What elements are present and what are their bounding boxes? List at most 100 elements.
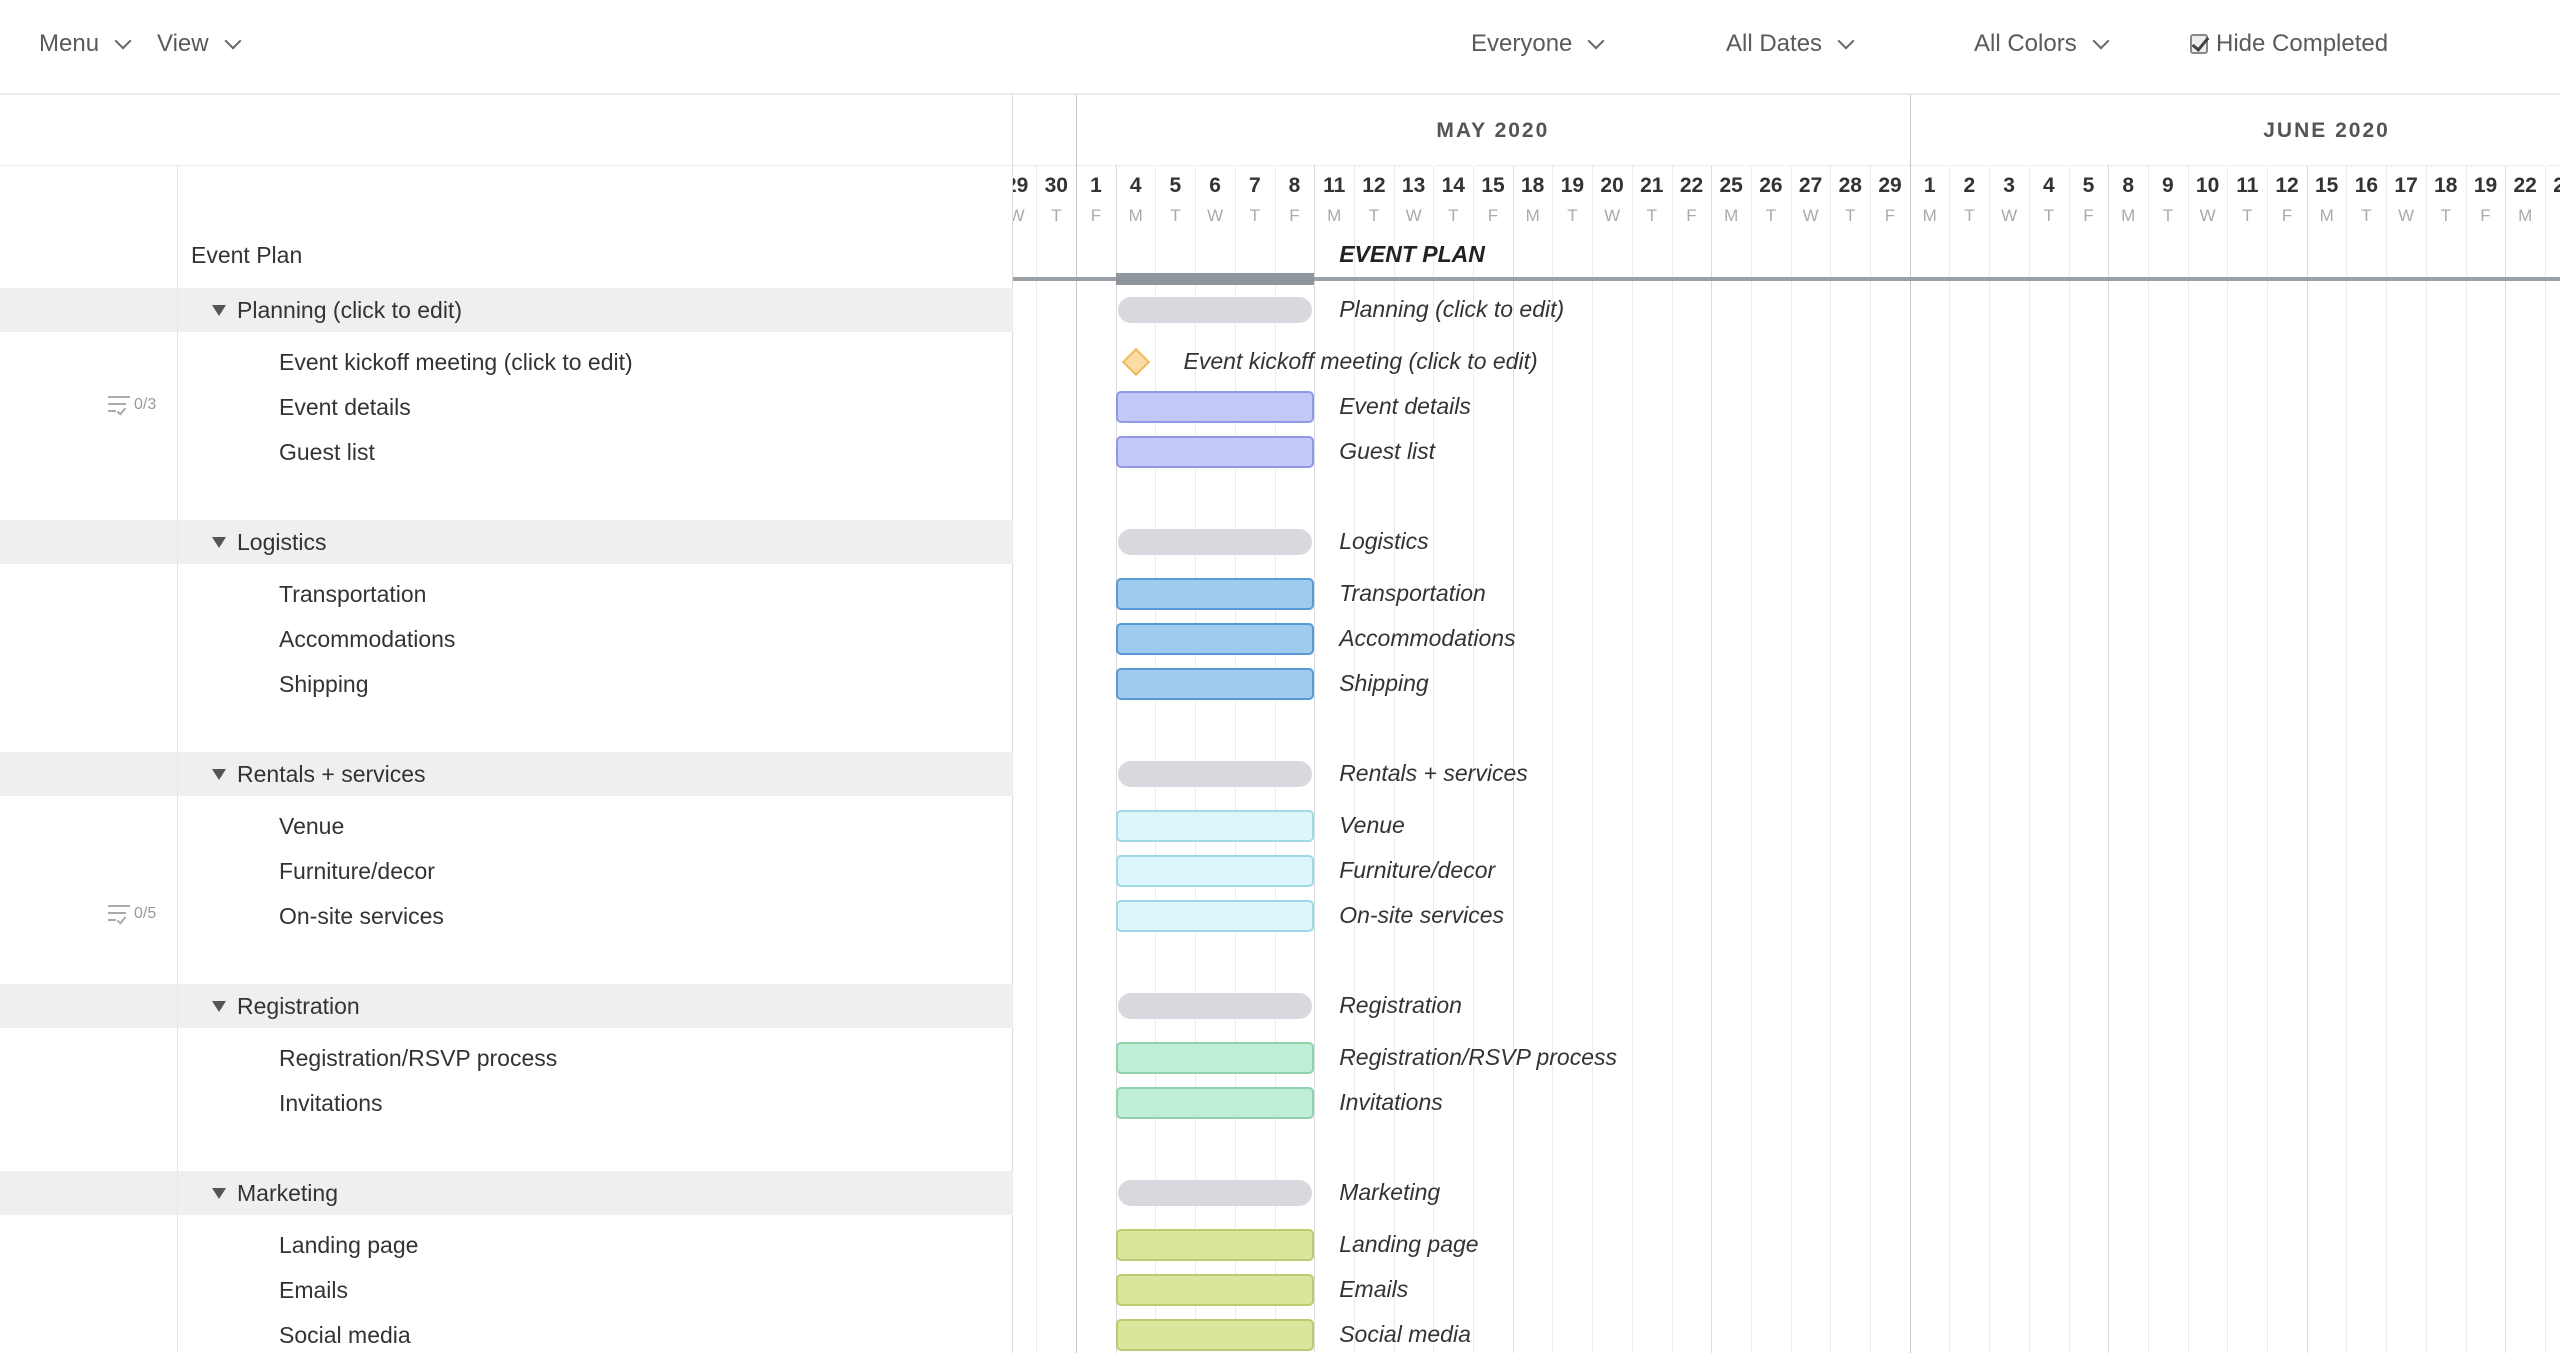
group-summary-bar[interactable] [1117,1180,1313,1206]
weekday-letter: F [1090,206,1102,225]
project-bar-label: EVENT PLAN [1339,241,1485,267]
group-row[interactable]: Registration [0,984,1013,1028]
task-bar[interactable] [1115,900,1315,932]
colors-filter[interactable]: All Colors [1974,30,2110,58]
group-row[interactable]: Marketing [0,1171,1013,1215]
group-summary-bar[interactable] [1117,529,1313,555]
project-row[interactable]: Event Plan [0,237,1013,273]
weekday-letter: T [1964,206,1975,225]
day-gridline [2068,165,2070,1353]
month-header-divider [1013,165,2560,166]
group-name: Planning (click to edit) [237,296,462,323]
task-bar[interactable] [1115,1319,1315,1351]
group-row[interactable]: Logistics [0,520,1013,564]
task-bar[interactable] [1115,623,1315,655]
day-number: 12 [1362,174,1386,197]
task-name: Event details [279,393,411,420]
weekday-letter: T [1249,206,1260,225]
task-row[interactable]: Event details 0/3 [0,389,1013,425]
task-bar[interactable] [1115,1087,1315,1119]
day-number: 15 [2315,174,2339,197]
task-bar[interactable] [1115,668,1315,700]
task-row[interactable]: Transportation [0,576,1013,612]
task-bar[interactable] [1115,391,1315,423]
dates-filter[interactable]: All Dates [1726,30,1855,58]
collapse-triangle-icon[interactable] [212,305,226,316]
group-summary-bar[interactable] [1117,297,1313,323]
day-gridline [1473,165,1474,1353]
day-gridline [1195,165,1197,1353]
task-row[interactable]: Social media [0,1317,1013,1353]
collapse-triangle-icon[interactable] [212,769,226,780]
day-number: 9 [2162,174,2174,197]
task-bar[interactable] [1115,436,1315,468]
task-bar-label: Venue [1339,812,1405,838]
menu-dropdown[interactable]: Menu [39,30,132,58]
day-number: 13 [1401,174,1426,197]
hide-completed-toggle[interactable]: Hide Completed [2190,30,2388,58]
weekday-letter: T [1051,206,1062,225]
task-row[interactable]: Emails [0,1272,1013,1308]
task-bar[interactable] [1115,810,1315,842]
weekday-letter: T [2440,206,2451,225]
group-summary-bar[interactable] [1117,993,1313,1019]
task-bar[interactable] [1115,855,1315,887]
day-gridline [1711,165,1713,1353]
weekday-letter: M [2121,206,2136,225]
task-bar[interactable] [1115,1229,1315,1261]
task-bar-label: Emails [1339,1276,1409,1302]
weekday-letter: W [2199,206,2216,225]
task-row[interactable]: Invitations [0,1085,1013,1121]
collapse-triangle-icon[interactable] [212,537,226,548]
weekday-letter: T [1368,206,1380,225]
task-bar[interactable] [1115,578,1315,610]
task-name: Guest list [279,438,375,465]
dates-label: All Dates [1726,30,1823,57]
collapse-triangle-icon[interactable] [212,1188,226,1199]
day-gridline [2386,165,2388,1353]
checklist-indicator[interactable]: 0/5 [108,905,156,925]
view-dropdown[interactable]: View [157,30,242,58]
checklist-indicator[interactable]: 0/3 [108,396,156,416]
group-summary-bar[interactable] [1117,761,1313,787]
day-number: 29 [1878,174,1902,197]
group-row[interactable]: Rentals + services [0,752,1013,796]
weekday-letter: F [2083,206,2094,225]
gantt-chart: 29W30T1F4M5T6W7T8F11M12T13W14T15F18M19T2… [1013,95,2560,1353]
weekday-letter: M [2518,206,2533,225]
task-bar[interactable] [1115,1042,1315,1074]
collapse-triangle-icon[interactable] [212,1001,226,1012]
task-row[interactable]: Registration/RSVP process [0,1040,1013,1076]
hide-completed-checkbox[interactable] [2190,34,2208,54]
group-row[interactable]: Planning (click to edit) [0,288,1013,332]
task-bar[interactable] [1115,1274,1315,1306]
task-row[interactable]: Guest list [0,434,1013,470]
project-summary-bar[interactable] [1115,273,1315,285]
hide-completed-label: Hide Completed [2216,30,2389,57]
task-row[interactable]: Shipping [0,666,1013,702]
task-row[interactable]: Furniture/decor [0,853,1013,889]
checklist-icon [108,396,130,416]
milestone-diamond-icon[interactable] [1121,347,1150,377]
task-bar-label: Landing page [1339,1231,1479,1257]
task-row[interactable]: Venue [0,808,1013,844]
task-row[interactable]: Landing page [0,1227,1013,1263]
task-bar-label: Invitations [1339,1089,1443,1115]
day-number: 4 [2042,174,2055,197]
group-name: Marketing [237,1179,338,1206]
weekday-letter: F [1289,206,1300,225]
task-bar-label: Transportation [1339,580,1486,606]
chevron-down-icon [224,32,242,50]
task-bar-label: On-site services [1339,902,1505,928]
task-name: Registration/RSVP process [279,1044,558,1071]
day-number: 26 [1759,174,1783,197]
weekday-letter: T [2043,206,2054,225]
everyone-filter[interactable]: Everyone [1471,30,1605,58]
task-row[interactable]: On-site services 0/5 [0,898,1013,934]
task-row[interactable]: Accommodations [0,621,1013,657]
task-row[interactable]: Event kickoff meeting (click to edit) [0,344,1013,380]
day-gridline [1274,165,1276,1353]
day-number: 14 [1441,174,1465,197]
day-number: 27 [1798,174,1823,197]
day-gridline [1314,165,1316,1353]
